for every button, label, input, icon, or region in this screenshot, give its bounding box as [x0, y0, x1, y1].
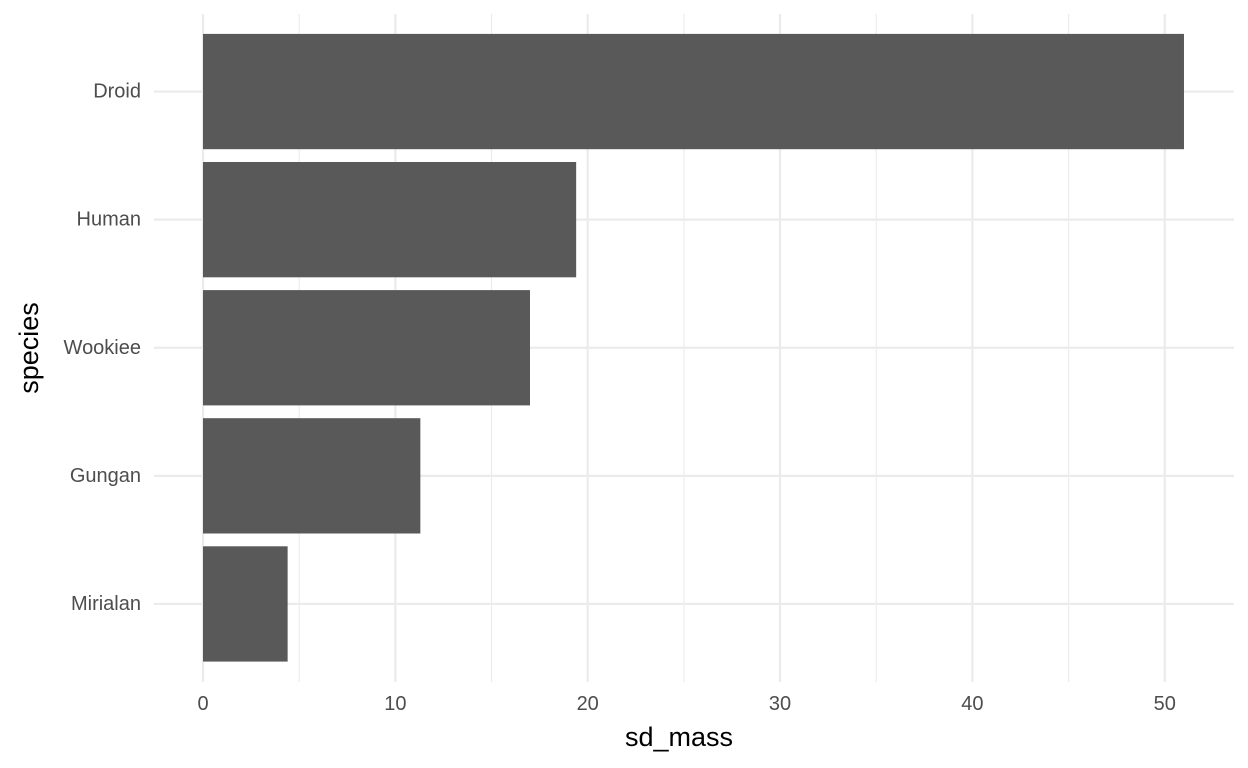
- x-tick-label: 0: [197, 693, 208, 715]
- x-tick-label: 10: [384, 693, 406, 715]
- x-axis-tick-labels: 0 10 20 30 40 50: [197, 693, 1175, 715]
- y-axis-title: species: [14, 302, 44, 394]
- bars: [203, 33, 1184, 662]
- x-tick-label: 50: [1154, 693, 1176, 715]
- y-tick-label: Human: [77, 209, 141, 231]
- y-tick-label: Wookiee: [64, 337, 141, 359]
- x-tick-label: 20: [577, 693, 599, 715]
- x-tick-label: 30: [769, 693, 791, 715]
- y-tick-label: Droid: [93, 81, 141, 103]
- bar-human: [203, 162, 577, 278]
- bar-wookiee: [203, 290, 530, 406]
- y-tick-label: Mirialan: [71, 593, 141, 615]
- bar-droid: [203, 33, 1184, 150]
- y-tick-label: Gungan: [70, 465, 141, 487]
- bar-gungan: [203, 418, 421, 534]
- x-axis-title: sd_mass: [625, 722, 733, 752]
- y-axis-tick-labels: Droid Human Wookiee Gungan Mirialan: [64, 81, 141, 615]
- bar-mirialan: [203, 546, 288, 662]
- x-tick-label: 40: [961, 693, 983, 715]
